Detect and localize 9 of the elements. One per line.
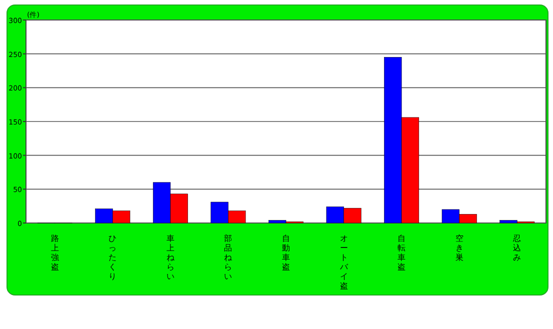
x-tick-label: 路上強盗 [50,234,59,272]
x-tick-label: 空き巣 [455,234,464,262]
x-tick-label: オートバイ盗 [338,234,349,290]
x-tick-label: 自動車盗 [282,234,290,272]
x-tick-label: 自転車盗 [398,234,406,272]
x-tick-label: 部品ねらい [224,234,234,281]
x-tick-label: ひったくり [108,234,117,281]
x-tick-label: 車上ねらい [166,234,176,281]
x-tick-label: 忍込み [512,234,522,262]
